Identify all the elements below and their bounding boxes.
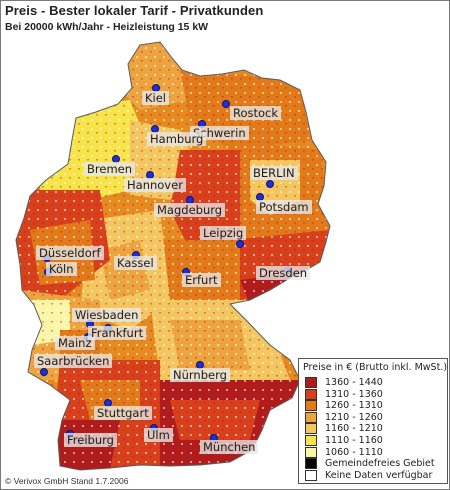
legend-label: 1260 - 1310 [325, 400, 383, 412]
city-marker-berlin [266, 180, 274, 188]
legend-swatch [305, 435, 317, 446]
map-title: Preis - Bester lokaler Tarif - Privatkun… [5, 3, 264, 18]
legend-item: 1110 - 1160 [305, 435, 383, 446]
legend-item: 1360 - 1440 [305, 377, 383, 388]
legend-label: Gemeindefreies Gebiet [325, 458, 435, 470]
city-label-dresden: Dresden [256, 266, 311, 280]
legend-item: 1210 - 1260 [305, 411, 383, 423]
legend-label: 1310 - 1360 [325, 388, 383, 400]
city-label-leipzig: Leipzig [200, 226, 247, 240]
city-label-potsdam: Potsdam [256, 200, 312, 214]
legend-item: Gemeindefreies Gebiet [305, 458, 435, 470]
legend-label: 1360 - 1440 [325, 377, 383, 388]
legend-title: Preise in € (Brutto inkl. MwSt.) [303, 362, 448, 373]
legend-item: 1310 - 1360 [305, 388, 383, 400]
legend-label: Keine Daten verfügbar [325, 469, 433, 481]
legend-swatch [305, 411, 317, 423]
legend-swatch [305, 458, 317, 470]
legend-label: 1060 - 1110 [325, 446, 383, 458]
city-label-kassel: Kassel [114, 256, 157, 270]
legend-swatch [305, 469, 317, 481]
legend-label: 1160 - 1210 [325, 423, 383, 435]
city-label-nuernberg: Nürnberg [170, 368, 230, 382]
legend-item: 1160 - 1210 [305, 423, 383, 435]
city-label-koeln: Köln [46, 262, 77, 276]
city-marker-saarbruecken [40, 368, 48, 376]
city-label-berlin: BERLIN [250, 166, 298, 180]
legend-item: Keine Daten verfügbar [305, 469, 433, 481]
city-label-freiburg: Freiburg [64, 433, 117, 447]
price-regions [16, 42, 330, 470]
city-label-muenchen: München [200, 440, 259, 454]
city-label-kiel: Kiel [142, 91, 170, 105]
legend-item: 1260 - 1310 [305, 400, 383, 412]
legend-item: 1060 - 1110 [305, 446, 383, 458]
city-label-ulm: Ulm [144, 428, 173, 442]
copyright-notice: © Verivox GmbH Stand 1.7.2006 [5, 476, 129, 486]
city-label-saarbruecken: Saarbrücken [34, 354, 113, 368]
legend-swatch [305, 388, 317, 400]
city-label-mainz: Mainz [55, 336, 95, 350]
city-label-erfurt: Erfurt [182, 273, 221, 287]
legend-label: 1210 - 1260 [325, 411, 383, 423]
city-label-wiesbaden: Wiesbaden [72, 308, 142, 322]
city-label-bremen: Bremen [84, 162, 136, 176]
city-label-magdeburg: Magdeburg [154, 203, 226, 217]
city-marker-rostock [222, 100, 230, 108]
legend-swatch [305, 377, 317, 388]
map-subtitle: Bei 20000 kWh/Jahr - Heizleistung 15 kW [5, 21, 209, 33]
city-marker-leipzig [236, 240, 244, 248]
city-label-duesseldorf: Düsseldorf [36, 246, 104, 260]
city-label-hannover: Hannover [124, 178, 186, 192]
legend-swatch [305, 400, 317, 412]
legend-swatch [305, 446, 317, 458]
legend-label: 1110 - 1160 [325, 435, 383, 446]
legend-swatch [305, 423, 317, 435]
city-label-stuttgart: Stuttgart [94, 406, 152, 420]
map-legend: Preise in € (Brutto inkl. MwSt.) 1360 - … [298, 358, 448, 484]
city-label-frankfurt: Frankfurt [88, 326, 147, 340]
city-label-hamburg: Hamburg [147, 132, 207, 146]
city-label-rostock: Rostock [230, 106, 282, 120]
